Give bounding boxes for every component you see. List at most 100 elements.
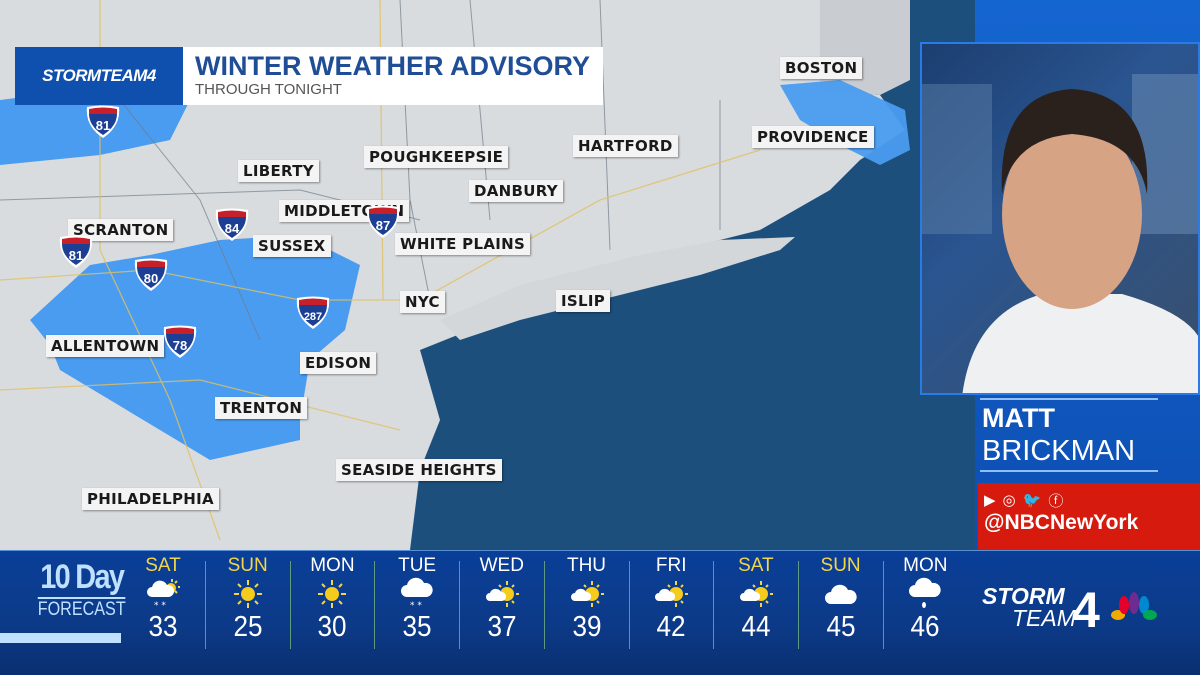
day-name: MON xyxy=(903,555,948,576)
place-label: SCRANTON xyxy=(68,219,174,241)
presenter-image xyxy=(922,74,1198,393)
ten-day-underline xyxy=(0,633,121,643)
forecast-day: WED 37 xyxy=(460,555,544,644)
day-divider xyxy=(543,561,545,649)
day-divider xyxy=(205,561,206,649)
day-temp: 37 xyxy=(487,611,517,643)
day-name: FRI xyxy=(655,555,687,576)
advisory-banner: STORMTEAM4 WINTER WEATHER ADVISORY THROU… xyxy=(15,47,603,105)
partly-sunny-icon xyxy=(545,577,629,611)
twitter-icon: 🐦 xyxy=(1022,491,1042,509)
forecast-day: SUN 45 xyxy=(799,555,883,644)
presenter-video xyxy=(920,42,1200,395)
day-name: THU xyxy=(566,555,607,576)
place-label: WHITE PLAINS xyxy=(395,233,531,255)
advisory-title: WINTER WEATHER ADVISORY xyxy=(195,51,590,81)
day-temp: 30 xyxy=(317,611,347,643)
forecast-day: FRI 42 xyxy=(629,555,713,644)
long-island xyxy=(440,237,795,340)
svg-text:* *: * * xyxy=(154,601,166,611)
presenter-name: MATT BRICKMAN xyxy=(980,398,1158,472)
day-temp: 25 xyxy=(233,611,263,643)
forecast-day: SAT * * 33 xyxy=(121,555,205,644)
instagram-icon: ◎ xyxy=(1002,491,1016,509)
interstate-shield-icon: 80 xyxy=(132,257,170,293)
forecast-bar: 10 Day FORECAST SAT * * 33 SUN 25 MON 30 TUE * *… xyxy=(0,550,1200,675)
partly-sunny-icon xyxy=(714,577,798,611)
day-divider xyxy=(628,561,630,649)
svg-text:80: 80 xyxy=(144,271,158,286)
ten-day-title: 10 Day FORECAST xyxy=(37,558,126,620)
day-divider xyxy=(797,561,799,649)
rain-icon xyxy=(883,577,967,611)
place-label: DANBURY xyxy=(469,180,563,202)
place-label: PROVIDENCE xyxy=(752,126,874,148)
day-temp: 45 xyxy=(826,611,856,643)
forecast-day: SUN 25 xyxy=(206,555,290,644)
place-label: SUSSEX xyxy=(253,235,331,257)
cloudy-icon xyxy=(799,577,883,611)
stormteam4-logo: STORMTEAM4 xyxy=(15,47,183,105)
social-box: ▶ ◎ 🐦 ⓕ @NBCNewYork xyxy=(978,483,1200,550)
forecast-day: MON 30 xyxy=(290,555,374,644)
interstate-shield-icon: 78 xyxy=(161,324,199,360)
place-label: POUGHKEEPSIE xyxy=(364,146,509,168)
place-label: ALLENTOWN xyxy=(46,335,165,357)
day-temp: 39 xyxy=(571,611,602,643)
day-name: SUN xyxy=(227,555,268,576)
forecast-day: THU 39 xyxy=(545,555,629,644)
day-divider xyxy=(882,561,884,649)
place-label: ISLIP xyxy=(556,290,611,312)
forecast-day: MON 46 xyxy=(883,555,967,644)
day-temp: 35 xyxy=(402,611,432,643)
day-name: SAT xyxy=(145,555,181,576)
youtube-icon: ▶ xyxy=(984,491,996,509)
place-label: BOSTON xyxy=(780,57,863,79)
interstate-shield-icon: 81 xyxy=(84,104,122,140)
day-name: SAT xyxy=(738,555,774,576)
day-temp: 44 xyxy=(741,611,771,643)
day-temp: 33 xyxy=(148,611,178,643)
interstate-shield-icon: 84 xyxy=(213,207,251,243)
snow-sun-icon: * * xyxy=(121,577,205,611)
snow-icon: * * xyxy=(375,577,459,611)
svg-text:* *: * * xyxy=(410,601,422,611)
day-divider xyxy=(289,561,291,649)
svg-text:78: 78 xyxy=(173,338,187,353)
facebook-icon: ⓕ xyxy=(1048,491,1064,510)
partly-sunny-icon xyxy=(460,577,544,611)
day-name: SUN xyxy=(820,555,861,576)
partly-sunny-icon xyxy=(629,577,713,611)
presenter-first-name: MATT xyxy=(982,403,1055,433)
day-temp: 42 xyxy=(656,611,686,643)
sunny-icon xyxy=(290,577,374,611)
place-label: LIBERTY xyxy=(238,160,319,182)
day-name: TUE xyxy=(398,555,437,576)
sunny-icon xyxy=(206,577,290,611)
place-label: SEASIDE HEIGHTS xyxy=(336,459,502,481)
place-label: HARTFORD xyxy=(573,135,678,157)
forecast-day: SAT 44 xyxy=(714,555,798,644)
interstate-shield-icon: 81 xyxy=(57,234,95,270)
day-name: WED xyxy=(479,555,524,576)
place-label: NYC xyxy=(400,291,445,313)
storm-team-4-logo: STORM TEAM 4 xyxy=(982,582,1157,638)
nbc-peacock-icon xyxy=(1111,592,1157,620)
presenter-last-name: BRICKMAN xyxy=(982,435,1136,467)
day-divider xyxy=(713,561,715,649)
day-name: MON xyxy=(310,555,355,576)
advisory-zone-ne xyxy=(780,80,910,165)
interstate-shield-icon: 87 xyxy=(364,204,402,240)
svg-text:87: 87 xyxy=(376,218,390,233)
place-label: PHILADELPHIA xyxy=(82,488,219,510)
place-label: TRENTON xyxy=(215,397,308,419)
place-label: EDISON xyxy=(300,352,377,374)
day-temp: 46 xyxy=(910,611,940,643)
day-divider xyxy=(374,561,376,649)
forecast-day: TUE * * 35 xyxy=(375,555,459,644)
interstate-shield-icon: 287 xyxy=(292,295,334,331)
svg-text:81: 81 xyxy=(96,118,110,133)
svg-text:81: 81 xyxy=(69,248,83,263)
svg-text:84: 84 xyxy=(225,221,240,236)
social-handle: @NBCNewYork xyxy=(984,511,1139,534)
